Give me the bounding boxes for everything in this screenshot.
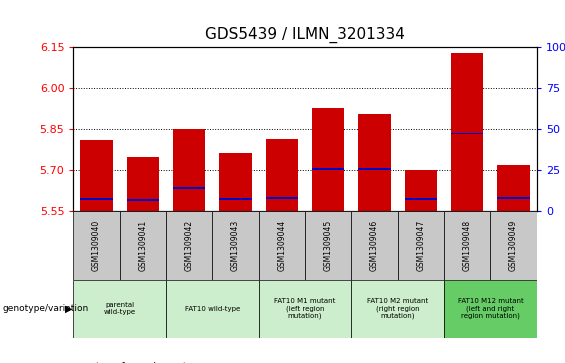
- Text: GSM1309049: GSM1309049: [509, 219, 518, 271]
- Bar: [127, 158, 159, 211]
- Bar: [451, 132, 484, 134]
- Bar: [266, 197, 298, 199]
- Text: GSM1309040: GSM1309040: [92, 219, 101, 271]
- Text: GSM1309043: GSM1309043: [231, 219, 240, 271]
- Bar: [73, 280, 166, 338]
- Bar: [444, 280, 537, 338]
- Text: GSM1309046: GSM1309046: [370, 219, 379, 271]
- Bar: [73, 211, 120, 280]
- Bar: [166, 211, 212, 280]
- Bar: [351, 280, 444, 338]
- Bar: [497, 165, 530, 211]
- Text: parental
wild-type: parental wild-type: [104, 302, 136, 315]
- Text: transformed count: transformed count: [96, 362, 187, 363]
- Bar: [173, 187, 206, 189]
- Text: GSM1309042: GSM1309042: [185, 220, 194, 270]
- Bar: [351, 211, 398, 280]
- Bar: [358, 168, 391, 170]
- Bar: [497, 197, 530, 199]
- Bar: [405, 198, 437, 200]
- Bar: [212, 211, 259, 280]
- Bar: [173, 130, 206, 211]
- Text: genotype/variation: genotype/variation: [3, 304, 89, 313]
- Bar: [312, 109, 345, 211]
- Bar: [398, 211, 444, 280]
- Bar: [444, 211, 490, 280]
- Bar: [219, 153, 252, 211]
- Text: ▶: ▶: [65, 303, 72, 314]
- Text: ■: ■: [73, 360, 85, 363]
- Bar: [312, 168, 345, 170]
- Text: FAT10 wild-type: FAT10 wild-type: [185, 306, 240, 311]
- Bar: [259, 280, 351, 338]
- Bar: [490, 211, 537, 280]
- Bar: [451, 53, 484, 211]
- Bar: [120, 211, 166, 280]
- Bar: [127, 199, 159, 201]
- Text: GSM1309044: GSM1309044: [277, 219, 286, 271]
- Bar: [266, 139, 298, 211]
- Bar: [259, 211, 305, 280]
- Text: GSM1309041: GSM1309041: [138, 220, 147, 270]
- Bar: [80, 140, 113, 211]
- Text: FAT10 M12 mutant
(left and right
region mutation): FAT10 M12 mutant (left and right region …: [458, 298, 523, 319]
- Text: FAT10 M1 mutant
(left region
mutation): FAT10 M1 mutant (left region mutation): [275, 298, 336, 319]
- Bar: [219, 198, 252, 200]
- Bar: [405, 170, 437, 211]
- Text: GSM1309045: GSM1309045: [324, 219, 333, 271]
- Bar: [358, 114, 391, 211]
- Bar: [305, 211, 351, 280]
- Text: GSM1309048: GSM1309048: [463, 220, 472, 270]
- Text: GSM1309047: GSM1309047: [416, 219, 425, 271]
- Bar: [166, 280, 259, 338]
- Text: FAT10 M2 mutant
(right region
mutation): FAT10 M2 mutant (right region mutation): [367, 298, 428, 319]
- Title: GDS5439 / ILMN_3201334: GDS5439 / ILMN_3201334: [205, 27, 405, 43]
- Bar: [80, 198, 113, 200]
